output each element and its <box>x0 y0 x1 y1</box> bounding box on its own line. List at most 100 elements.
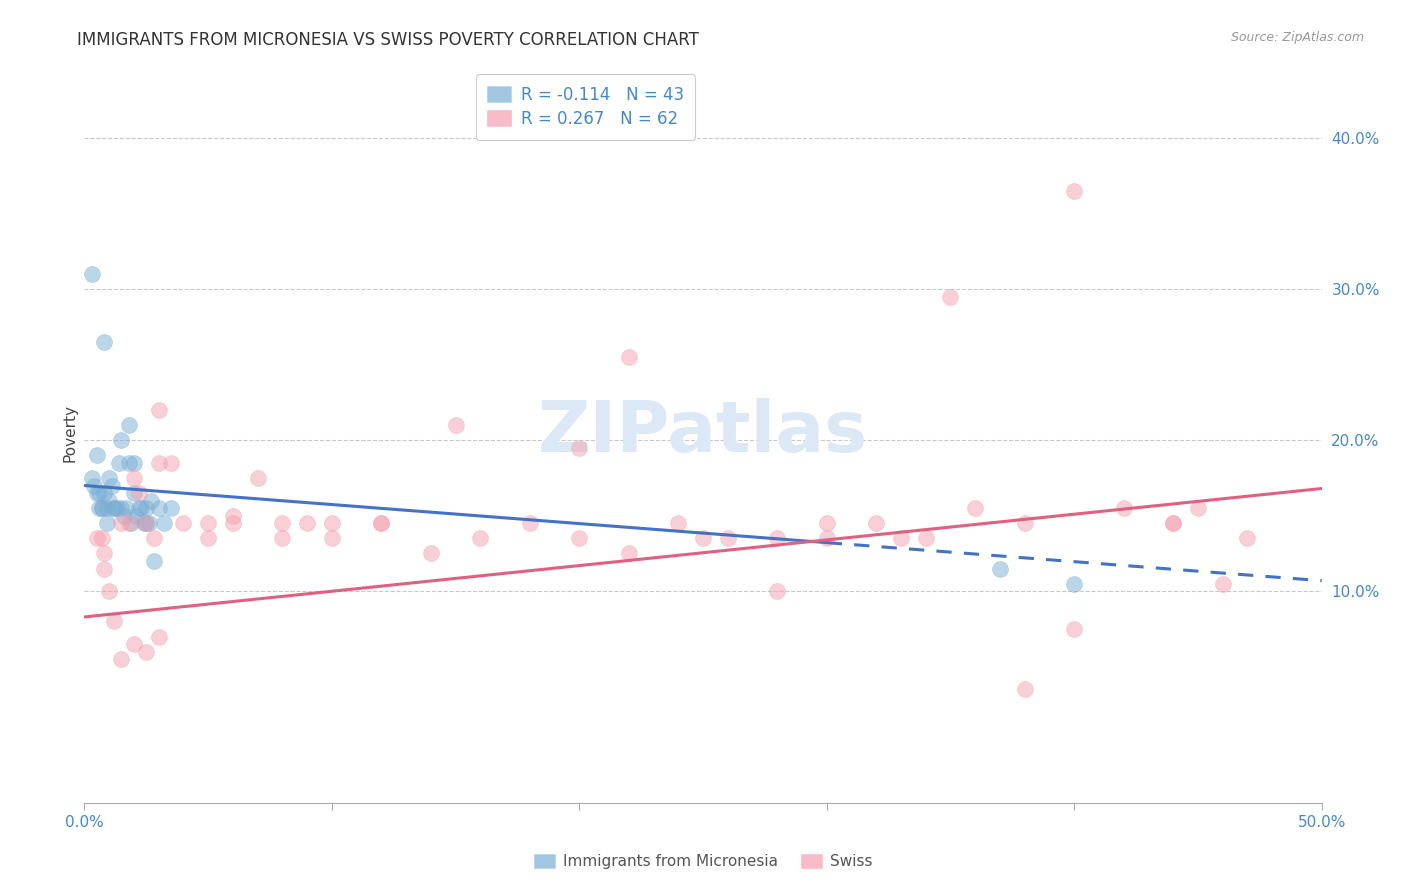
Point <box>965 501 987 516</box>
Point <box>222 516 245 531</box>
Point <box>90 501 112 516</box>
Point <box>470 532 492 546</box>
Point <box>1112 501 1135 516</box>
Point <box>717 532 740 546</box>
Point <box>246 471 269 485</box>
Point <box>110 501 132 516</box>
Point <box>370 516 392 531</box>
Point <box>1063 184 1085 198</box>
Legend: R = -0.114   N = 43, R = 0.267   N = 62: R = -0.114 N = 43, R = 0.267 N = 62 <box>475 74 696 140</box>
Point <box>766 584 789 599</box>
Point <box>110 516 132 531</box>
Point <box>1187 501 1209 516</box>
Point <box>1063 576 1085 591</box>
Point <box>122 456 145 470</box>
Point <box>86 532 108 546</box>
Point <box>89 501 111 516</box>
Point <box>98 584 121 599</box>
Point <box>108 456 131 470</box>
Point <box>142 554 165 568</box>
Point <box>148 403 170 417</box>
Point <box>86 486 108 500</box>
Point <box>692 532 714 546</box>
Point <box>815 516 838 531</box>
Point <box>122 486 145 500</box>
Point <box>89 486 111 500</box>
Point <box>568 532 591 546</box>
Point <box>83 478 105 492</box>
Point <box>197 532 219 546</box>
Point <box>98 471 121 485</box>
Point <box>96 501 118 516</box>
Point <box>93 486 115 500</box>
Point <box>988 561 1011 575</box>
Point <box>617 350 640 364</box>
Point <box>1161 516 1184 531</box>
Point <box>96 516 118 531</box>
Point <box>105 501 128 516</box>
Legend: Immigrants from Micronesia, Swiss: Immigrants from Micronesia, Swiss <box>527 848 879 875</box>
Point <box>98 493 121 508</box>
Point <box>1236 532 1258 546</box>
Text: Source: ZipAtlas.com: Source: ZipAtlas.com <box>1230 31 1364 45</box>
Point <box>914 532 936 546</box>
Point <box>152 516 174 531</box>
Point <box>135 516 157 531</box>
Point <box>80 267 103 281</box>
Point <box>222 508 245 523</box>
Point <box>1014 682 1036 697</box>
Point <box>138 516 160 531</box>
Point <box>135 501 157 516</box>
Point <box>93 547 115 561</box>
Point <box>160 501 183 516</box>
Point <box>118 418 141 433</box>
Point <box>110 433 132 447</box>
Text: IMMIGRANTS FROM MICRONESIA VS SWISS POVERTY CORRELATION CHART: IMMIGRANTS FROM MICRONESIA VS SWISS POVE… <box>77 31 699 49</box>
Point <box>141 493 163 508</box>
Point <box>197 516 219 531</box>
Point <box>125 508 148 523</box>
Point <box>120 516 142 531</box>
Point <box>321 516 343 531</box>
Point <box>122 637 145 651</box>
Point <box>939 290 962 304</box>
Point <box>90 501 112 516</box>
Point <box>148 630 170 644</box>
Point <box>568 441 591 455</box>
Point <box>80 471 103 485</box>
Point <box>295 516 318 531</box>
Point <box>815 532 838 546</box>
Point <box>865 516 887 531</box>
Point <box>135 516 157 531</box>
Point <box>103 615 125 629</box>
Point <box>1212 576 1234 591</box>
Point <box>135 645 157 659</box>
Point <box>122 471 145 485</box>
Point <box>160 456 183 470</box>
Point <box>86 448 108 462</box>
Point <box>142 532 165 546</box>
Point <box>444 418 467 433</box>
Point <box>1161 516 1184 531</box>
Point <box>129 501 152 516</box>
Y-axis label: Poverty: Poverty <box>62 403 77 462</box>
Point <box>370 516 392 531</box>
Point <box>666 516 689 531</box>
Point <box>519 516 541 531</box>
Point <box>128 486 150 500</box>
Point <box>110 652 132 666</box>
Point <box>103 501 125 516</box>
Point <box>1063 622 1085 636</box>
Point <box>112 508 135 523</box>
Point <box>148 456 170 470</box>
Point <box>271 532 294 546</box>
Point <box>766 532 789 546</box>
Point <box>132 516 155 531</box>
Point <box>1014 516 1036 531</box>
Point <box>103 501 125 516</box>
Point <box>90 532 112 546</box>
Point <box>419 547 441 561</box>
Point <box>321 532 343 546</box>
Point <box>128 501 150 516</box>
Point <box>172 516 194 531</box>
